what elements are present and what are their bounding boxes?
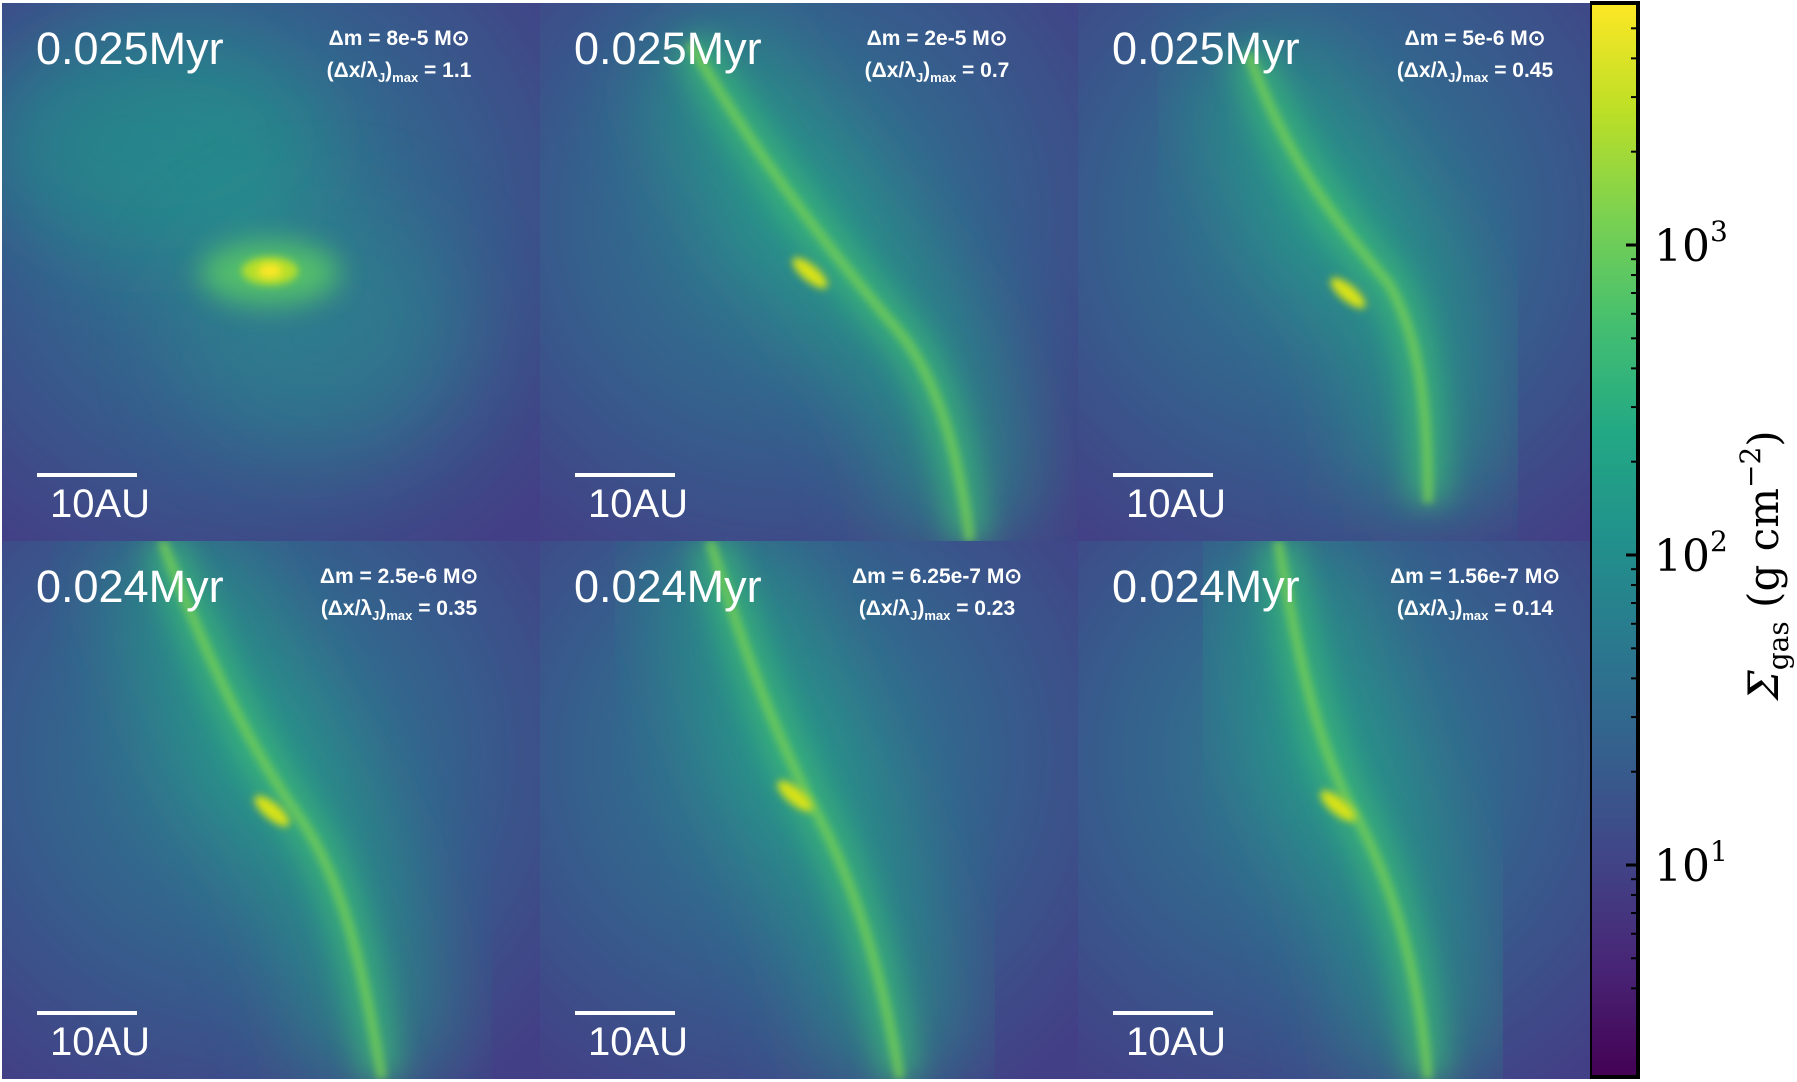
mass-resolution: Δm = 6.25e-7 M⊙ [852, 565, 1022, 588]
resolution-info: Δm = 6.25e-7 M⊙ (Δx/λJ)max = 0.23 [822, 561, 1052, 632]
mass-resolution: Δm = 5e-6 M⊙ [1404, 27, 1546, 50]
simulation-panel: 0.024Myr Δm = 1.56e-7 M⊙ (Δx/λJ)max = 0.14… [1078, 541, 1616, 1079]
mass-resolution: Δm = 8e-5 M⊙ [328, 27, 470, 50]
density-map [540, 3, 1078, 541]
colorbar-ticks: 103 102 101 [1626, 27, 1728, 990]
scale-bar-label: 10AU [50, 1020, 151, 1064]
jeans-ratio: (Δx/λJ)max = 0.7 [864, 59, 1010, 86]
simulation-panel: 0.025Myr Δm = 5e-6 M⊙ (Δx/λJ)max = 0.45 10A… [1078, 3, 1616, 541]
resolution-info: Δm = 2e-5 M⊙ (Δx/λJ)max = 0.7 [822, 23, 1052, 94]
jeans-ratio: (Δx/λJ)max = 0.14 [1396, 597, 1554, 624]
scale-bar [575, 473, 675, 477]
colorbar-label: Σgas (g cm−2) [1734, 430, 1795, 702]
jeans-ratio: (Δx/λJ)max = 0.35 [320, 597, 478, 624]
colorbar-tick-label: 102 [1654, 525, 1728, 582]
simulation-panel: 0.025Myr Δm = 8e-5 M⊙ (Δx/λJ)max = 1.1 10AU [2, 3, 540, 541]
density-map [2, 3, 540, 541]
scale-bar-label: 10AU [588, 1020, 689, 1064]
simulation-panel: 0.024Myr Δm = 2.5e-6 M⊙ (Δx/λJ)max = 0.35 1… [2, 541, 540, 1079]
jeans-ratio: (Δx/λJ)max = 1.1 [326, 59, 472, 86]
jeans-ratio: (Δx/λJ)max = 0.23 [858, 597, 1016, 624]
colorbar-tick-label: 103 [1654, 215, 1728, 272]
density-map [1078, 3, 1616, 541]
mass-resolution: Δm = 2e-5 M⊙ [866, 27, 1008, 50]
colorbar: 103 102 101 Σgas (g cm−2) [1590, 1, 1795, 1079]
resolution-info: Δm = 1.56e-7 M⊙ (Δx/λJ)max = 0.14 [1360, 561, 1590, 632]
time-label: 0.024Myr [574, 561, 762, 612]
resolution-info: Δm = 8e-5 M⊙ (Δx/λJ)max = 1.1 [284, 23, 514, 94]
density-map [540, 541, 1078, 1079]
resolution-info: Δm = 5e-6 M⊙ (Δx/λJ)max = 0.45 [1360, 23, 1590, 94]
simulation-panel: 0.025Myr Δm = 2e-5 M⊙ (Δx/λJ)max = 0.7 10AU [540, 3, 1078, 541]
scale-bar-label: 10AU [1126, 482, 1227, 526]
panel-grid: 0.025Myr Δm = 8e-5 M⊙ (Δx/λJ)max = 1.1 10AU… [2, 3, 1616, 1079]
time-label: 0.025Myr [1112, 23, 1300, 74]
scale-bar [575, 1011, 675, 1015]
resolution-info: Δm = 2.5e-6 M⊙ (Δx/λJ)max = 0.35 [284, 561, 514, 632]
time-label: 0.024Myr [36, 561, 224, 612]
colorbar-gradient [1590, 1, 1640, 1079]
scale-bar-label: 10AU [50, 482, 151, 526]
scale-bar [1113, 473, 1213, 477]
colorbar-tick-label: 101 [1654, 835, 1728, 892]
scale-bar [37, 473, 137, 477]
scale-bar [1113, 1011, 1213, 1015]
scale-bar [37, 1011, 137, 1015]
time-label: 0.025Myr [36, 23, 224, 74]
scale-bar-label: 10AU [588, 482, 689, 526]
density-map [1078, 541, 1616, 1079]
mass-resolution: Δm = 1.56e-7 M⊙ [1390, 565, 1560, 588]
jeans-ratio: (Δx/λJ)max = 0.45 [1396, 59, 1554, 86]
scale-bar-label: 10AU [1126, 1020, 1227, 1064]
time-label: 0.024Myr [1112, 561, 1300, 612]
simulation-panel: 0.024Myr Δm = 6.25e-7 M⊙ (Δx/λJ)max = 0.23… [540, 541, 1078, 1079]
density-map [2, 541, 540, 1079]
mass-resolution: Δm = 2.5e-6 M⊙ [319, 565, 479, 588]
time-label: 0.025Myr [574, 23, 762, 74]
